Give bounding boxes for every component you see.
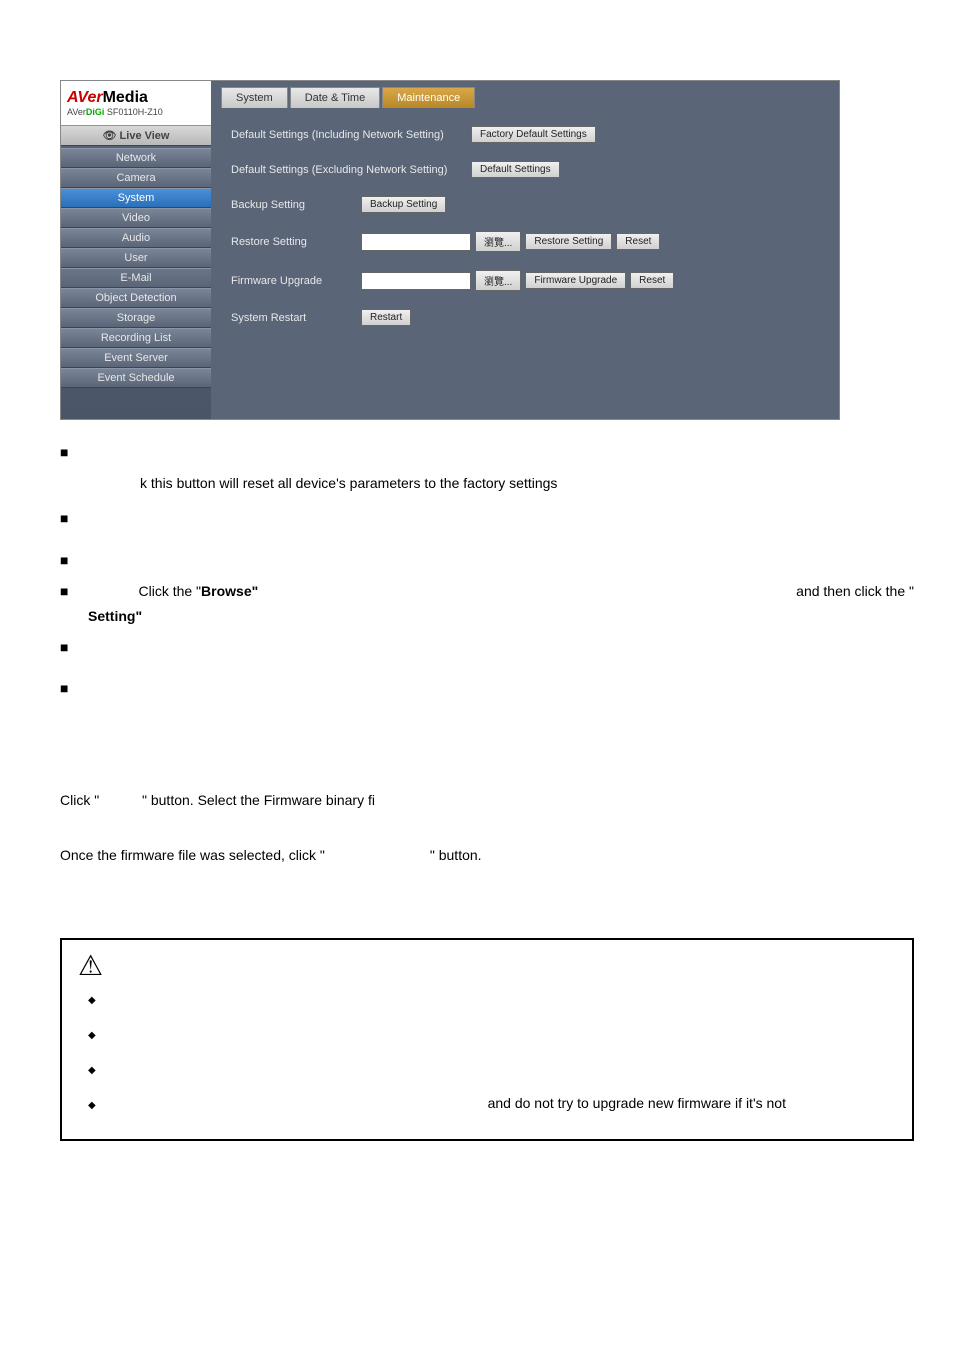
app-screenshot: AVerMedia AVerDiGi SF0110H-Z10 👁 Live Vi… bbox=[60, 80, 840, 420]
nav-item-system[interactable]: System bbox=[61, 188, 211, 208]
tab-system[interactable]: System bbox=[221, 87, 288, 108]
doc-body: ■ k this button will reset all device's … bbox=[60, 440, 914, 1141]
logo-media: Media bbox=[103, 89, 148, 106]
main-panel: SystemDate & TimeMaintenance Default Set… bbox=[211, 81, 839, 419]
nav-item-e-mail[interactable]: E-Mail bbox=[61, 268, 211, 288]
default-settings-button[interactable]: Default Settings bbox=[471, 161, 560, 178]
warning-icon: ⚠ bbox=[78, 952, 896, 980]
nav-item-user[interactable]: User bbox=[61, 248, 211, 268]
logo-aver: AVer bbox=[67, 89, 103, 106]
nav-item-camera[interactable]: Camera bbox=[61, 168, 211, 188]
doc-bullet-6: ■ bbox=[60, 676, 914, 701]
row-factory-default: Default Settings (Including Network Sett… bbox=[231, 126, 819, 143]
logo: AVerMedia AVerDiGi SF0110H-Z10 bbox=[61, 81, 211, 125]
tab-maintenance[interactable]: Maintenance bbox=[382, 87, 475, 108]
row-firmware: Firmware Upgrade 瀏覽... Firmware Upgrade … bbox=[231, 270, 819, 291]
nav-item-event-server[interactable]: Event Server bbox=[61, 348, 211, 368]
nav-item-recording-list[interactable]: Recording List bbox=[61, 328, 211, 348]
restart-button[interactable]: Restart bbox=[361, 309, 411, 326]
label-firmware: Firmware Upgrade bbox=[231, 275, 361, 287]
warn-item-4: and do not try to upgrade new firmware i… bbox=[88, 1091, 896, 1116]
warn-item-1 bbox=[88, 986, 896, 1011]
doc-line-reset: k this button will reset all device's pa… bbox=[60, 471, 914, 496]
firmware-browse-button[interactable]: 瀏覽... bbox=[475, 270, 521, 291]
row-backup: Backup Setting Backup Setting bbox=[231, 196, 819, 213]
row-default-settings: Default Settings (Excluding Network Sett… bbox=[231, 161, 819, 178]
doc-bullet-3: ■ bbox=[60, 548, 914, 573]
restore-reset-button[interactable]: Reset bbox=[616, 233, 660, 250]
nav-item-event-schedule[interactable]: Event Schedule bbox=[61, 368, 211, 388]
doc-line-firmware-upgrade: Once the firmware file was selected, cli… bbox=[60, 843, 914, 868]
tabs: SystemDate & TimeMaintenance bbox=[211, 81, 839, 108]
label-restore: Restore Setting bbox=[231, 236, 361, 248]
eye-icon: 👁 bbox=[103, 130, 117, 142]
firmware-reset-button[interactable]: Reset bbox=[630, 272, 674, 289]
firmware-file-input[interactable] bbox=[361, 272, 471, 290]
doc-setting-label: Setting" bbox=[88, 608, 142, 624]
logo-brand: AVerMedia bbox=[67, 89, 205, 107]
doc-bullet-2: ■ bbox=[60, 506, 914, 531]
warning-box: ⚠ and do not try to upgrade new firmware… bbox=[60, 938, 914, 1141]
nav-item-video[interactable]: Video bbox=[61, 208, 211, 228]
restore-setting-button[interactable]: Restore Setting bbox=[525, 233, 612, 250]
nav-item-network[interactable]: Network bbox=[61, 148, 211, 168]
nav-item-audio[interactable]: Audio bbox=[61, 228, 211, 248]
restore-browse-button[interactable]: 瀏覽... bbox=[475, 231, 521, 252]
sidebar: AVerMedia AVerDiGi SF0110H-Z10 👁 Live Vi… bbox=[61, 81, 211, 419]
warn-item-3 bbox=[88, 1056, 896, 1081]
label-factory-default: Default Settings (Including Network Sett… bbox=[231, 129, 471, 141]
doc-line-browse: ■ Click the "Browse" and then click the … bbox=[60, 579, 914, 604]
settings-content: Default Settings (Including Network Sett… bbox=[211, 108, 839, 362]
doc-line-click-browse: Click " " button. Select the Firmware bi… bbox=[60, 788, 914, 813]
backup-setting-button[interactable]: Backup Setting bbox=[361, 196, 446, 213]
label-restart: System Restart bbox=[231, 312, 361, 324]
factory-default-button[interactable]: Factory Default Settings bbox=[471, 126, 596, 143]
row-restore: Restore Setting 瀏覽... Restore Setting Re… bbox=[231, 231, 819, 252]
nav-item-object-detection[interactable]: Object Detection bbox=[61, 288, 211, 308]
nav-live-view[interactable]: 👁 Live View bbox=[61, 125, 211, 146]
label-default-settings: Default Settings (Excluding Network Sett… bbox=[231, 164, 471, 176]
firmware-upgrade-button[interactable]: Firmware Upgrade bbox=[525, 272, 626, 289]
row-restart: System Restart Restart bbox=[231, 309, 819, 326]
logo-model: AVerDiGi SF0110H-Z10 bbox=[67, 107, 205, 117]
nav-item-storage[interactable]: Storage bbox=[61, 308, 211, 328]
doc-bullet-1: ■ bbox=[60, 440, 914, 465]
label-backup: Backup Setting bbox=[231, 199, 361, 211]
tab-date-time[interactable]: Date & Time bbox=[290, 87, 381, 108]
warn-item-2 bbox=[88, 1021, 896, 1046]
doc-bullet-5: ■ bbox=[60, 635, 914, 660]
restore-file-input[interactable] bbox=[361, 233, 471, 251]
